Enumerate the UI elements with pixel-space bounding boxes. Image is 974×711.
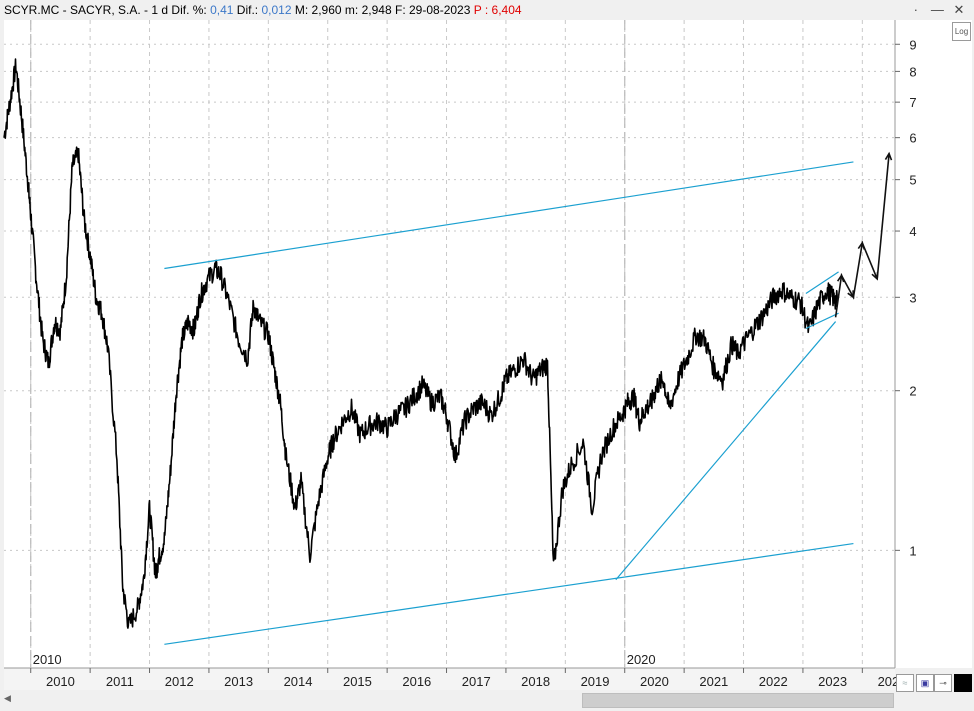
y-tick-label: 8 <box>909 64 916 79</box>
dif-label: Dif.: <box>236 3 259 17</box>
max-label: M: <box>294 3 309 17</box>
horizontal-scrollbar-thumb[interactable] <box>582 693 894 708</box>
projection-arrowhead <box>871 271 879 281</box>
x-tick-label: 2016 <box>402 674 431 689</box>
minimize-button[interactable]: — <box>930 2 944 17</box>
symbol-label: SCYR.MC - SACYR, S.A. - <box>4 3 149 17</box>
price-series <box>3 58 839 629</box>
window-controls: · — ✕ <box>907 2 968 18</box>
save-icon[interactable]: ▣ <box>916 674 934 692</box>
projection-arrowhead <box>836 273 845 283</box>
era-label: 2010 <box>33 652 62 667</box>
trendline <box>164 542 854 645</box>
max-value: 2,960 <box>311 3 342 17</box>
min-label: m: <box>344 3 359 17</box>
price-label: P : <box>473 3 489 17</box>
dot-button[interactable]: · <box>913 2 918 17</box>
quote-header: SCYR.MC - SACYR, S.A. - 1 d Dif. %: 0,41… <box>4 3 522 19</box>
x-tick-label: 2011 <box>106 674 134 689</box>
dif-pct-label: Dif. %: <box>171 3 207 17</box>
projection-arrowhead <box>884 151 893 161</box>
trendline <box>805 271 839 294</box>
x-tick-label: 2015 <box>343 674 372 689</box>
x-tick-label: 2020 <box>640 674 669 689</box>
projection-path <box>834 153 890 318</box>
x-axis-strip <box>4 668 895 690</box>
close-button[interactable]: ✕ <box>953 2 965 17</box>
x-tick-label: 2018 <box>521 674 550 689</box>
price-value: 6,404 <box>491 3 522 17</box>
dif-value: 0,012 <box>261 3 292 17</box>
x-tick-label: 2019 <box>581 674 610 689</box>
x-tick-label: 2017 <box>462 674 491 689</box>
x-tick-label: 2010 <box>46 674 75 689</box>
y-tick-label: 3 <box>909 290 916 305</box>
min-value: 2,948 <box>361 3 392 17</box>
color-swatch-icon[interactable] <box>954 674 972 692</box>
x-tick-label: 2021 <box>699 674 728 689</box>
x-tick-label: 2023 <box>818 674 847 689</box>
zoom-icon[interactable]: ≈ <box>896 674 914 692</box>
trendline <box>164 161 854 270</box>
plot-area <box>4 20 895 668</box>
x-tick-label: 2014 <box>284 674 313 689</box>
y-tick-label: 1 <box>909 543 916 558</box>
y-tick-label: 7 <box>909 95 916 110</box>
log-scale-button[interactable]: Log <box>952 22 971 41</box>
projection-arrowhead <box>847 290 855 299</box>
x-tick-label: 2012 <box>165 674 194 689</box>
date-label: F: <box>394 3 406 17</box>
period-label: 1 d <box>151 3 169 17</box>
dif-pct-value: 0,41 <box>210 3 234 17</box>
y-tick-label: 6 <box>909 131 916 146</box>
y-tick-label: 9 <box>909 37 916 52</box>
era-label: 2020 <box>627 652 656 667</box>
y-tick-label: 4 <box>909 224 916 239</box>
y-axis-strip <box>895 20 972 668</box>
y-tick-label: 2 <box>909 384 916 399</box>
trendline <box>805 312 839 330</box>
trendline <box>615 321 837 581</box>
pin-icon[interactable]: ⊸ <box>934 674 952 692</box>
x-tick-label: 2013 <box>224 674 253 689</box>
y-tick-label: 5 <box>909 173 916 188</box>
scroll-left-arrow-icon[interactable]: ◀ <box>4 693 11 703</box>
x-tick-label: 2022 <box>759 674 788 689</box>
date-value: 29-08-2023 <box>409 3 471 17</box>
projection-arrowhead <box>857 241 866 250</box>
